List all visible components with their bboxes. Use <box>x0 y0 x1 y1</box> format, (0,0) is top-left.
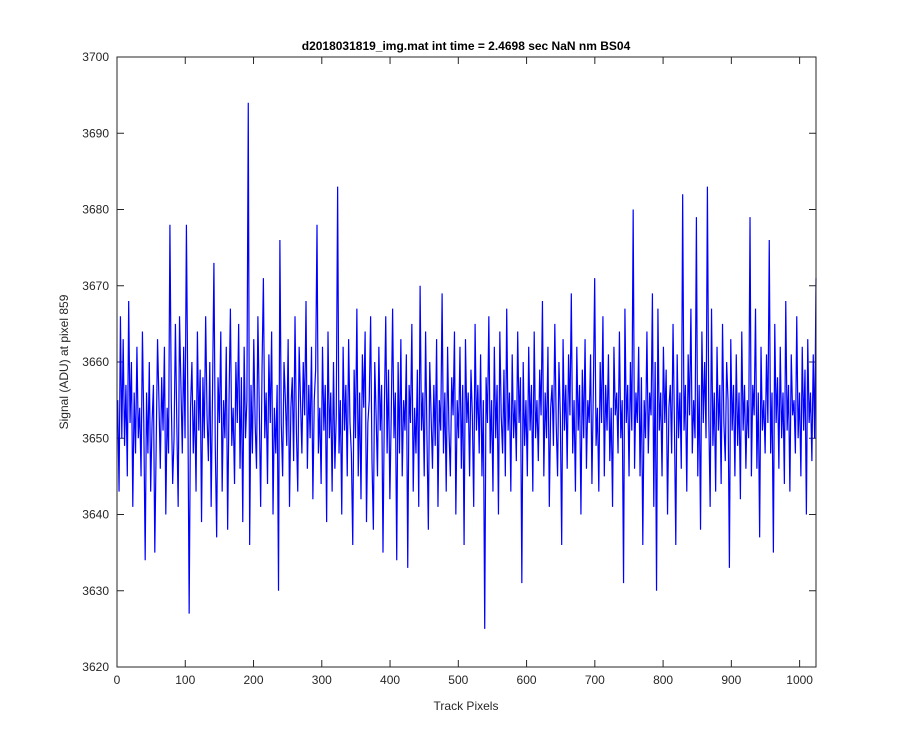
series-line-0 <box>117 102 817 629</box>
x-axis-label: Track Pixels <box>434 699 499 713</box>
y-axis-label: Signal (ADU) at pixel 859 <box>57 294 71 429</box>
x-tick-label: 300 <box>312 673 332 687</box>
x-tick-label: 700 <box>585 673 605 687</box>
axes-background <box>117 57 816 667</box>
x-tick-label: 400 <box>380 673 400 687</box>
x-tick-label: 1000 <box>786 673 813 687</box>
x-tick-label: 100 <box>175 673 195 687</box>
y-tick-label: 3660 <box>82 355 109 369</box>
y-tick-label: 3690 <box>82 126 109 140</box>
y-tick-label: 3670 <box>82 279 109 293</box>
y-tick-label: 3620 <box>82 660 109 674</box>
series-layer <box>117 102 817 629</box>
x-tick-label: 500 <box>448 673 468 687</box>
y-tick-label: 3640 <box>82 508 109 522</box>
x-tick-label: 0 <box>114 673 121 687</box>
axes-box <box>116 56 817 668</box>
y-tick-label: 3700 <box>82 50 109 64</box>
chart-title: d2018031819_img.mat int time = 2.4698 se… <box>302 39 631 53</box>
tick-labels: 0 100 200 300 400 500 600 700 800 900 1000 3620 3630… <box>82 50 813 687</box>
x-tick-label: 600 <box>517 673 537 687</box>
y-tick-label: 3680 <box>82 203 109 217</box>
x-tick-label: 200 <box>244 673 264 687</box>
y-tick-label: 3630 <box>82 584 109 598</box>
y-tick-label: 3650 <box>82 431 109 445</box>
x-tick-label: 900 <box>721 673 741 687</box>
x-tick-label: 800 <box>653 673 673 687</box>
